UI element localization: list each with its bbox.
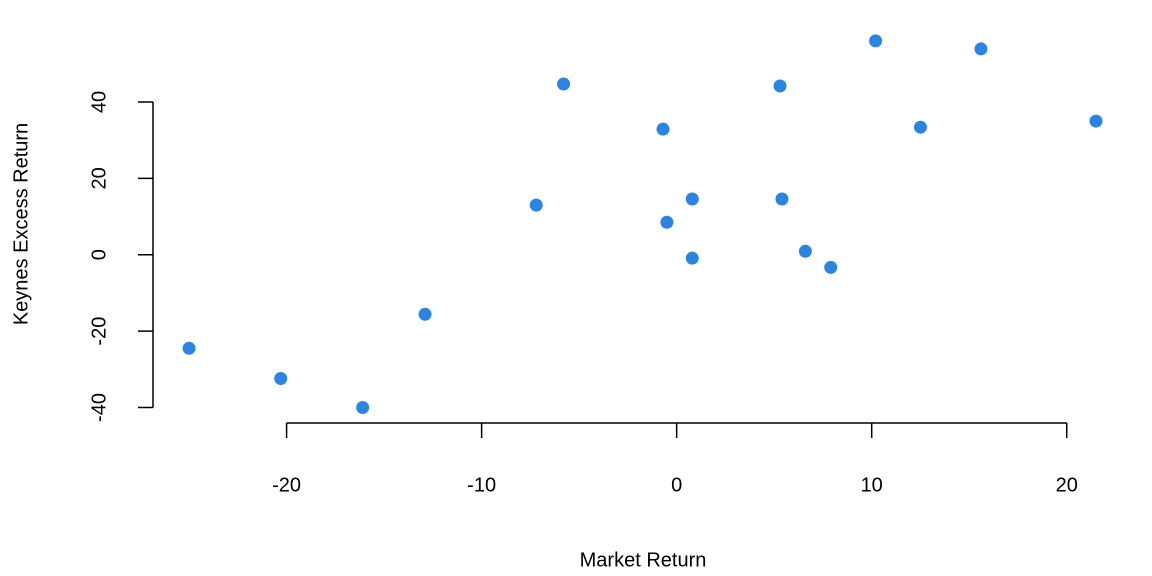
y-axis-title: Keynes Excess Return [10,123,32,325]
point [656,122,670,136]
point [356,400,370,414]
point [182,341,196,355]
point [685,251,699,265]
y-tick-label: -40 [88,393,110,422]
point [773,79,787,93]
x-tick-label: -10 [467,474,496,496]
x-tick-label: 10 [861,474,883,496]
point [660,215,674,229]
point [869,34,883,48]
point [775,192,789,206]
point [685,192,699,206]
x-tick-label: 20 [1056,474,1078,496]
point [529,198,543,212]
point [1089,114,1103,128]
point [557,77,571,91]
x-tick-label: 0 [671,474,682,496]
point [798,244,812,258]
y-tick-label: 40 [88,91,110,113]
y-tick-label: 0 [88,249,110,260]
y-tick-label: -20 [88,317,110,346]
x-axis-title: Market Return [580,549,707,571]
y-tick-label: 20 [88,167,110,189]
point [974,42,988,56]
point [913,120,927,134]
x-tick-label: -20 [272,474,301,496]
point [274,371,288,385]
point [824,260,838,274]
point [418,307,432,321]
